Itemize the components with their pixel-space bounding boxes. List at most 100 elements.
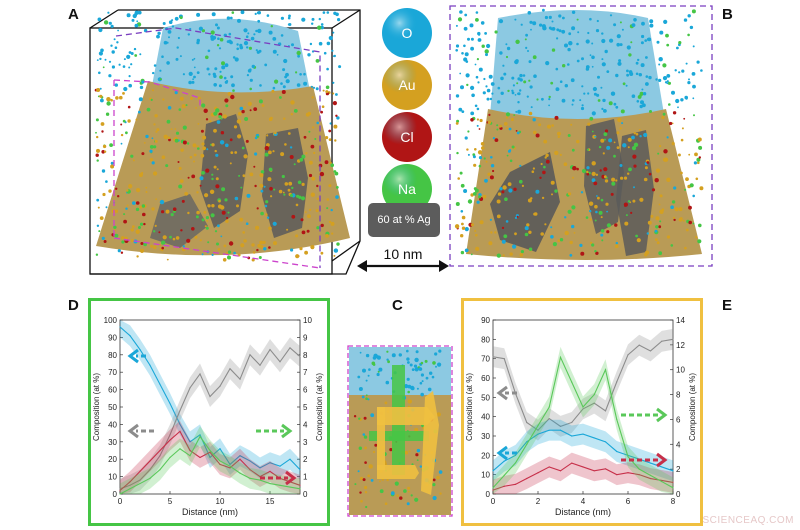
atom-dot (153, 64, 157, 67)
atom-dot (585, 216, 589, 219)
atom-dot (114, 209, 119, 213)
atom-dot (289, 146, 293, 149)
chart-d-ytick-label: 50 (108, 403, 117, 412)
atom-dot (619, 127, 622, 130)
atom-dot (529, 85, 533, 89)
atom-dot (243, 106, 246, 109)
atom-dot (236, 43, 239, 46)
chart-e-ylabel: Composition (at %) (465, 373, 474, 441)
atom-dot (642, 92, 647, 96)
atom-dot (527, 11, 532, 15)
atom-dot (479, 220, 484, 225)
atom-dot (642, 103, 646, 108)
atom-dot (335, 93, 338, 96)
atom-dot (564, 43, 568, 48)
atom-dot (406, 377, 410, 381)
atom-dot (234, 196, 239, 201)
atom-dot (390, 491, 395, 496)
atom-dot (455, 49, 458, 52)
atom-dot (608, 101, 613, 106)
atom-dot (270, 25, 273, 28)
atom-dot (497, 192, 502, 196)
atom-dot (141, 80, 145, 84)
atom-dot (514, 94, 517, 96)
chart-d-point (169, 434, 171, 436)
atom-dot (259, 84, 262, 87)
atom-dot (143, 242, 147, 247)
chart-e-arrow-cl-head (656, 452, 668, 468)
atom-dot (353, 415, 357, 418)
atom-dot (364, 446, 367, 450)
atom-dot (598, 145, 602, 149)
atom-dot (469, 23, 474, 28)
atom-dot (636, 238, 641, 243)
atom-dot (236, 47, 239, 51)
atom-dot (643, 132, 648, 138)
atom-dot (301, 230, 306, 235)
atom-dot (154, 224, 157, 227)
atom-dot (216, 26, 220, 30)
atom-dot (226, 216, 229, 220)
atom-dot (700, 69, 703, 72)
atom-dot (611, 177, 616, 182)
atom-dot (586, 166, 590, 170)
atom-dot (595, 29, 600, 33)
atom-dot (113, 225, 117, 229)
atom-dot (209, 189, 215, 194)
atom-dot (512, 244, 517, 249)
atom-dot (641, 34, 645, 39)
atom-dot (254, 184, 257, 188)
atom-dot (106, 101, 111, 106)
atom-dot (118, 63, 121, 66)
atom-dot (633, 164, 637, 168)
atom-dot (630, 211, 633, 214)
atom-dot (624, 221, 629, 226)
legend-label-o: O (402, 25, 413, 41)
atom-dot (519, 253, 524, 257)
atom-dot (558, 14, 562, 18)
atom-dot (470, 37, 474, 41)
atom-dot (665, 33, 669, 38)
chart-e-point (492, 356, 494, 358)
atom-dot (454, 224, 460, 229)
chart-d-point (299, 488, 301, 490)
atom-dot (328, 220, 332, 224)
atom-dot (201, 218, 205, 222)
atom-dot (543, 165, 546, 169)
atom-dot (263, 185, 266, 188)
atom-dot (120, 142, 123, 145)
atom-dot (649, 110, 652, 113)
atom-dot (476, 107, 480, 111)
atom-dot (239, 43, 243, 48)
chart-d-ytick-label: 70 (108, 368, 117, 377)
chart-d-point (269, 348, 271, 351)
atom-dot (666, 235, 671, 239)
atom-dot (637, 58, 640, 62)
atom-dot (474, 230, 477, 232)
atom-dot (315, 59, 320, 63)
atom-dot (691, 9, 696, 14)
atom-dot (684, 246, 687, 250)
chart-e-point (672, 338, 674, 340)
atom-dot (633, 132, 636, 135)
atom-dot (411, 368, 415, 371)
atom-dot (476, 58, 479, 61)
atom-dot (216, 168, 219, 171)
atom-dot (636, 100, 640, 103)
atom-dot (99, 94, 103, 98)
atom-dot (418, 367, 423, 371)
atom-dot (155, 130, 158, 133)
atom-dot (571, 10, 576, 14)
atom-dot (601, 107, 604, 110)
atom-dot (476, 118, 479, 121)
atom-dot (116, 41, 119, 44)
atom-dot (556, 28, 560, 32)
atom-dot (336, 242, 340, 246)
atom-dot (163, 40, 168, 45)
atom-dot (182, 140, 187, 145)
atom-dot (318, 41, 323, 46)
atom-dot (161, 249, 164, 252)
atom-dot (657, 152, 660, 155)
atom-dot (539, 23, 543, 27)
atom-dot (485, 160, 488, 163)
